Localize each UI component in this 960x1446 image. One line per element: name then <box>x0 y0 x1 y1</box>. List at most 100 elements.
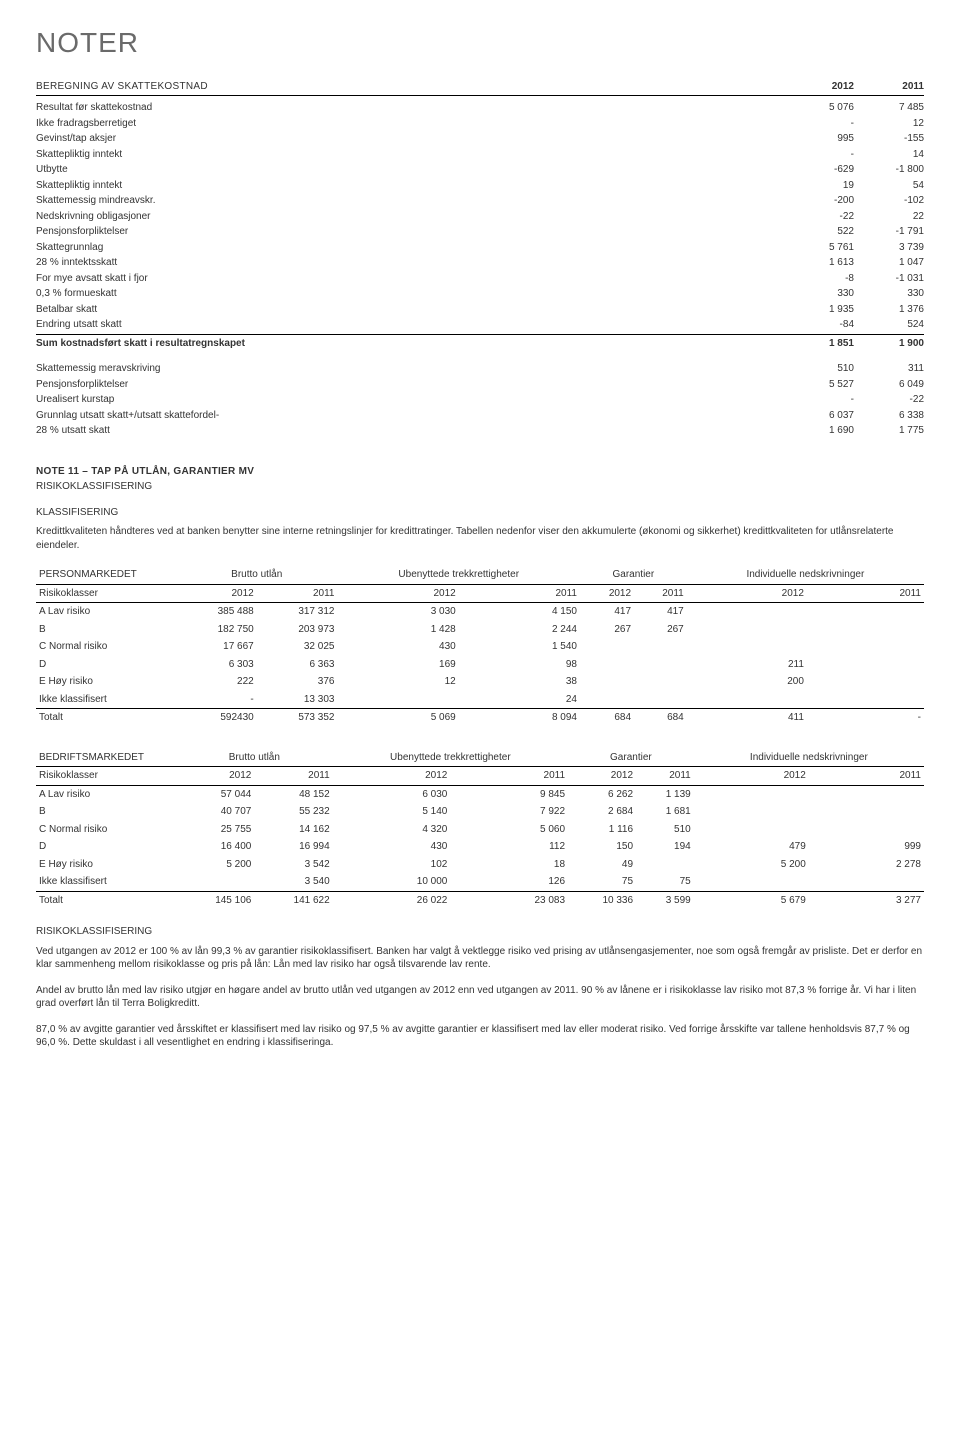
p-y1: 2011 <box>257 584 338 603</box>
tax-year-2: 2011 <box>854 80 924 94</box>
row-cell: 1 139 <box>636 785 694 803</box>
row-cell <box>176 873 254 891</box>
note11-sub1: RISIKOKLASSIFISERING <box>36 480 924 494</box>
row-cell: 200 <box>687 673 807 691</box>
bedrift-total-label: Totalt <box>36 891 176 909</box>
p-y4: 2012 <box>580 584 634 603</box>
row-label: Ikke klassifisert <box>36 873 176 891</box>
row-label: Skattegrunnlag <box>36 241 784 255</box>
row-cell: 18 <box>450 856 568 874</box>
bedrift-table: BEDRIFTSMARKEDET Brutto utlån Ubenyttede… <box>36 749 924 910</box>
row-label: Grunnlag utsatt skatt+/utsatt skatteford… <box>36 409 784 423</box>
table-row: D6 3036 36316998211 <box>36 656 924 674</box>
row-v2: 22 <box>854 210 924 224</box>
row-v1: 995 <box>784 132 854 146</box>
row-cell: 267 <box>634 621 687 639</box>
row-cell: 5 140 <box>333 803 451 821</box>
b-t0: 145 106 <box>176 891 254 909</box>
bedrift-grp-0: Brutto utlån <box>176 749 333 767</box>
bedrift-year-header: Risikoklasser 2012 2011 2012 2011 2012 2… <box>36 767 924 786</box>
table-row: Skattemessig meravskriving510311 <box>36 361 924 377</box>
row-cell: 182 750 <box>176 621 257 639</box>
row-cell <box>580 638 634 656</box>
row-cell: 16 400 <box>176 838 254 856</box>
row-cell <box>807 673 924 691</box>
row-cell <box>634 656 687 674</box>
row-label: Skattemessig meravskriving <box>36 362 784 376</box>
row-cell <box>807 621 924 639</box>
row-cell: 38 <box>459 673 580 691</box>
table-row: 0,3 % formueskatt330330 <box>36 286 924 302</box>
row-cell: 6 303 <box>176 656 257 674</box>
row-cell: 267 <box>580 621 634 639</box>
row-cell: 3 030 <box>337 603 458 621</box>
row-v1: 1 613 <box>784 256 854 270</box>
b-t6: 5 679 <box>694 891 809 909</box>
row-cell <box>636 856 694 874</box>
row-v2: 1 775 <box>854 424 924 438</box>
person-total-row: Totalt 592430 573 352 5 069 8 094 684 68… <box>36 709 924 727</box>
row-label: E Høy risiko <box>36 673 176 691</box>
bedrift-grp-2: Garantier <box>568 749 694 767</box>
row-label: A Lav risiko <box>36 785 176 803</box>
row-v2: 3 739 <box>854 241 924 255</box>
table-row: Resultat før skattekostnad5 0767 485 <box>36 100 924 116</box>
row-cell: 479 <box>694 838 809 856</box>
table-row: 28 % inntektsskatt1 6131 047 <box>36 255 924 271</box>
table-row: Ikke fradragsberretiget-12 <box>36 116 924 132</box>
row-v2: 12 <box>854 117 924 131</box>
b-y7: 2011 <box>809 767 924 786</box>
tax-rows: Resultat før skattekostnad5 0767 485Ikke… <box>36 100 924 333</box>
tax-sum-v1: 1 851 <box>784 337 854 351</box>
b-y4: 2012 <box>568 767 636 786</box>
table-row: Pensjonsforpliktelser5 5276 049 <box>36 377 924 393</box>
row-cell: 40 707 <box>176 803 254 821</box>
b-y1: 2011 <box>254 767 332 786</box>
row-cell: 211 <box>687 656 807 674</box>
p-t3: 8 094 <box>459 709 580 727</box>
row-cell <box>807 603 924 621</box>
table-row: Endring utsatt skatt-84524 <box>36 317 924 333</box>
row-label: Resultat før skattekostnad <box>36 101 784 115</box>
row-v1: 19 <box>784 179 854 193</box>
row-cell: 14 162 <box>254 821 332 839</box>
row-cell: 5 200 <box>694 856 809 874</box>
row-cell: 203 973 <box>257 621 338 639</box>
row-cell: 3 542 <box>254 856 332 874</box>
table-row: A Lav risiko57 04448 1526 0309 8456 2621… <box>36 785 924 803</box>
table-row: Utbytte-629-1 800 <box>36 162 924 178</box>
row-cell: 24 <box>459 691 580 709</box>
b-y0: 2012 <box>176 767 254 786</box>
row-cell: 5 060 <box>450 821 568 839</box>
row-label: 28 % utsatt skatt <box>36 424 784 438</box>
row-label: A Lav risiko <box>36 603 176 621</box>
table-row: Ikke klassifisert-13 30324 <box>36 691 924 709</box>
person-body: A Lav risiko385 488317 3123 0304 1504174… <box>36 603 924 709</box>
row-cell: 48 152 <box>254 785 332 803</box>
row-cell: 430 <box>333 838 451 856</box>
bedrift-rowhdr: Risikoklasser <box>36 767 176 786</box>
row-v1: 1 935 <box>784 303 854 317</box>
table-row: A Lav risiko385 488317 3123 0304 1504174… <box>36 603 924 621</box>
row-cell: 510 <box>636 821 694 839</box>
row-label: D <box>36 656 176 674</box>
row-cell <box>807 638 924 656</box>
tax-rows2: Skattemessig meravskriving510311Pensjons… <box>36 361 924 439</box>
row-v1: -84 <box>784 318 854 332</box>
row-cell: 1 116 <box>568 821 636 839</box>
row-v1: - <box>784 117 854 131</box>
row-cell: 2 278 <box>809 856 924 874</box>
row-v2: 1 047 <box>854 256 924 270</box>
row-cell: 4 320 <box>333 821 451 839</box>
row-cell: 102 <box>333 856 451 874</box>
row-cell <box>807 656 924 674</box>
row-label: D <box>36 838 176 856</box>
row-cell: 2 684 <box>568 803 636 821</box>
p-t4: 684 <box>580 709 634 727</box>
row-cell <box>687 691 807 709</box>
row-cell <box>694 803 809 821</box>
row-cell: 3 540 <box>254 873 332 891</box>
row-cell: 126 <box>450 873 568 891</box>
table-row: 28 % utsatt skatt1 6901 775 <box>36 423 924 439</box>
table-row: Gevinst/tap aksjer995-155 <box>36 131 924 147</box>
